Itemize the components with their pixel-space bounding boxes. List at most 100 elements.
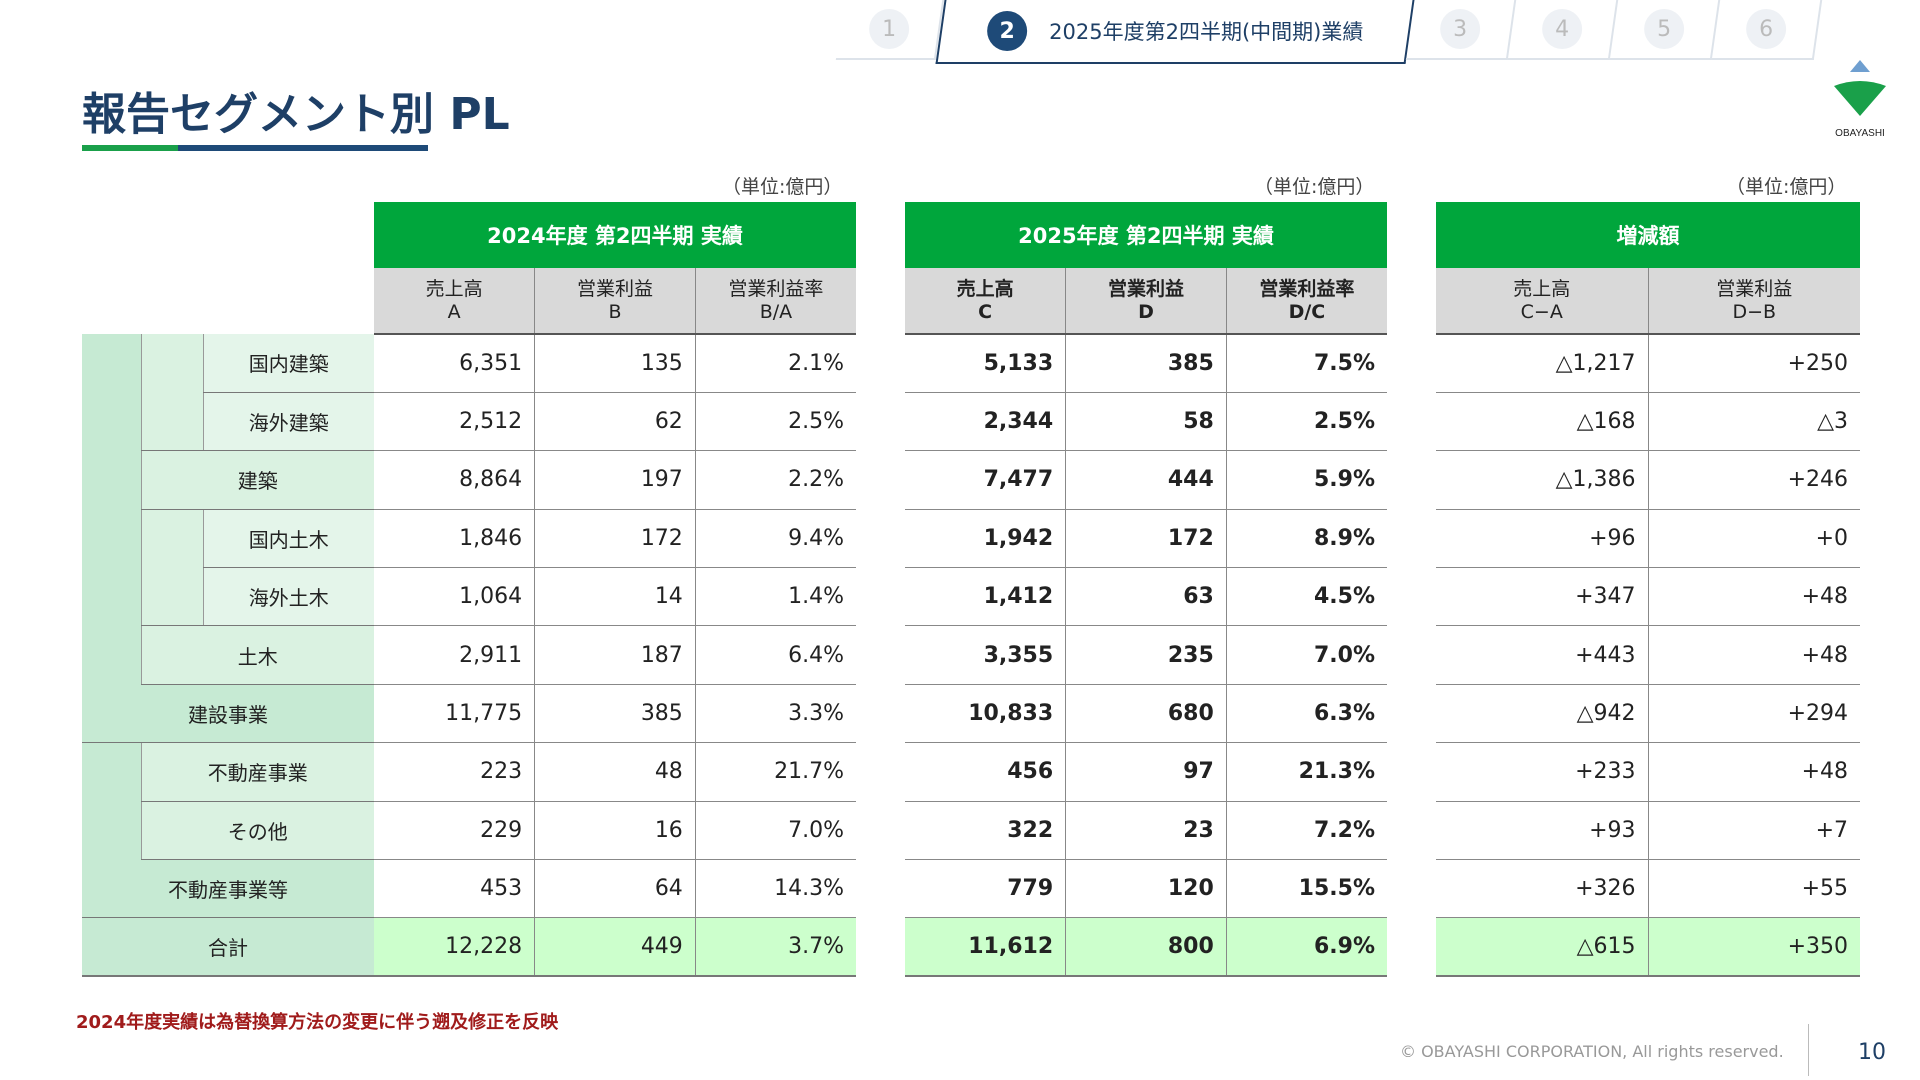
cell-value: 10,833 (905, 684, 1066, 744)
column-formula: C (978, 300, 993, 323)
table-2024-q2: 2024年度 第2四半期 実績 売上高 A 営業利益 B 営業利益率 B/A 6,351 135… (374, 202, 856, 978)
column-name: 売上高 (1513, 277, 1571, 300)
cell-value: 385 (1065, 334, 1227, 393)
cell-value: 6.9% (1225, 917, 1387, 978)
cell-value: 1,942 (905, 509, 1066, 569)
tab-1[interactable]: 1 (835, 0, 945, 60)
table-row: 2,512 62 2.5% (374, 392, 856, 452)
table-row: 7,477 444 5.9% (905, 450, 1387, 510)
table-row: △168 △3 (1436, 392, 1860, 452)
column-name: 売上高 (956, 277, 1014, 300)
cell-value: 172 (534, 509, 696, 569)
cell-value: 8,864 (374, 450, 535, 510)
cell-value: 5.9% (1225, 450, 1387, 510)
tab-5[interactable]: 5 (1609, 0, 1721, 60)
cell-value: +246 (1647, 450, 1860, 510)
cell-value: 3,355 (905, 625, 1066, 685)
cell-value: 444 (1065, 450, 1227, 510)
cell-value: +48 (1647, 567, 1860, 627)
column-header: 営業利益 D (1065, 268, 1227, 335)
tab-number: 1 (869, 9, 910, 49)
table-row: △942 +294 (1436, 684, 1860, 744)
page-title: 報告セグメント別 PL (82, 89, 510, 140)
cell-value: 235 (1065, 625, 1227, 685)
cell-value: 223 (374, 742, 535, 802)
cell-value: 58 (1065, 392, 1227, 452)
cell-value: 2.5% (694, 392, 856, 452)
cell-value: 2.1% (694, 334, 856, 393)
table-title: 2025年度 第2四半期 実績 (905, 202, 1387, 268)
cell-value: +48 (1647, 742, 1860, 802)
tab-4[interactable]: 4 (1507, 0, 1619, 60)
cell-value: +233 (1436, 742, 1648, 802)
cell-value: 6.4% (694, 625, 856, 685)
cell-value: 12,228 (374, 917, 535, 978)
obayashi-logo: OBAYASHI (1834, 60, 1886, 139)
column-name: 営業利益 (576, 277, 653, 300)
tab-2[interactable]: 2 2025年度第2四半期(中間期)業績 (935, 0, 1415, 64)
table-row: 1,942 172 8.9% (905, 509, 1387, 569)
cell-value: 172 (1065, 509, 1227, 569)
cell-value: +55 (1647, 859, 1860, 919)
table-2025-q2: 2025年度 第2四半期 実績売上高 C 営業利益 D 営業利益率 D/C 5,133 385… (905, 202, 1387, 978)
table-row: 1,064 14 1.4% (374, 567, 856, 627)
table-row: +233 +48 (1436, 742, 1860, 802)
table-row: 779 120 15.5% (905, 859, 1387, 919)
row-label: 不動産事業 (140, 742, 374, 802)
cell-value: 48 (534, 742, 696, 802)
cell-value: 1.4% (694, 567, 856, 627)
cell-value: 187 (534, 625, 696, 685)
cell-value: 322 (905, 801, 1066, 861)
column-formula: C−A (1520, 300, 1563, 323)
cell-value: 7.0% (1225, 625, 1387, 685)
tab-number: 4 (1542, 9, 1583, 49)
cell-value: 7.2% (1225, 801, 1387, 861)
cell-value: 21.3% (1225, 742, 1387, 802)
cell-value: +93 (1436, 801, 1648, 861)
table-row: +347 +48 (1436, 567, 1860, 627)
cell-value: 14.3% (694, 859, 856, 919)
cell-value: 15.5% (1225, 859, 1387, 919)
row-label: 国内建築 (202, 334, 374, 393)
tab-number: 6 (1746, 9, 1787, 49)
row-label: 不動産事業等 (82, 859, 374, 919)
cell-value: +350 (1647, 917, 1860, 978)
cell-value: +0 (1647, 509, 1860, 569)
section-tabs: 1 2 2025年度第2四半期(中間期)業績 3 4 5 6 (835, 0, 1840, 66)
column-header: 売上高 C−A (1436, 268, 1648, 335)
row-label: 合計 (82, 917, 374, 978)
cell-value: 3.7% (694, 917, 856, 978)
row-label: 建築 (140, 450, 374, 510)
tab-number: 3 (1440, 9, 1481, 49)
footer-divider (1808, 1024, 1809, 1076)
table-row: 3,355 235 7.0% (905, 625, 1387, 685)
table-row: +96 +0 (1436, 509, 1860, 569)
column-header: 売上高 A (374, 268, 535, 335)
tab-6[interactable]: 6 (1711, 0, 1823, 60)
tab-3[interactable]: 3 (1405, 0, 1517, 60)
table-row: 10,833 680 6.3% (905, 684, 1387, 744)
cell-value: 21.7% (694, 742, 856, 802)
cell-value: 449 (534, 917, 696, 978)
copyright: © OBAYASHI CORPORATION, All rights reser… (1400, 1042, 1784, 1061)
cell-value: 120 (1065, 859, 1227, 919)
cell-value: 456 (905, 742, 1066, 802)
column-header: 営業利益 D−B (1647, 268, 1860, 335)
cell-value: 7.0% (694, 801, 856, 861)
table-row: △1,217 +250 (1436, 334, 1860, 393)
column-name: 営業利益率 (1259, 277, 1355, 300)
cell-value: 4.5% (1225, 567, 1387, 627)
column-name: 営業利益率 (728, 277, 824, 300)
column-header: 営業利益率 B/A (694, 268, 856, 335)
column-formula: B/A (759, 300, 793, 323)
cell-value: 5,133 (905, 334, 1066, 393)
table-row: 322 23 7.2% (905, 801, 1387, 861)
column-header: 営業利益率 D/C (1225, 268, 1387, 335)
cell-value: 62 (534, 392, 696, 452)
column-name: 営業利益 (1107, 277, 1184, 300)
table-row: 2,911 187 6.4% (374, 625, 856, 685)
cell-value: 1,412 (905, 567, 1066, 627)
cell-value: 2,344 (905, 392, 1066, 452)
page-number: 10 (1858, 1040, 1886, 1065)
table-row: 453 64 14.3% (374, 859, 856, 919)
